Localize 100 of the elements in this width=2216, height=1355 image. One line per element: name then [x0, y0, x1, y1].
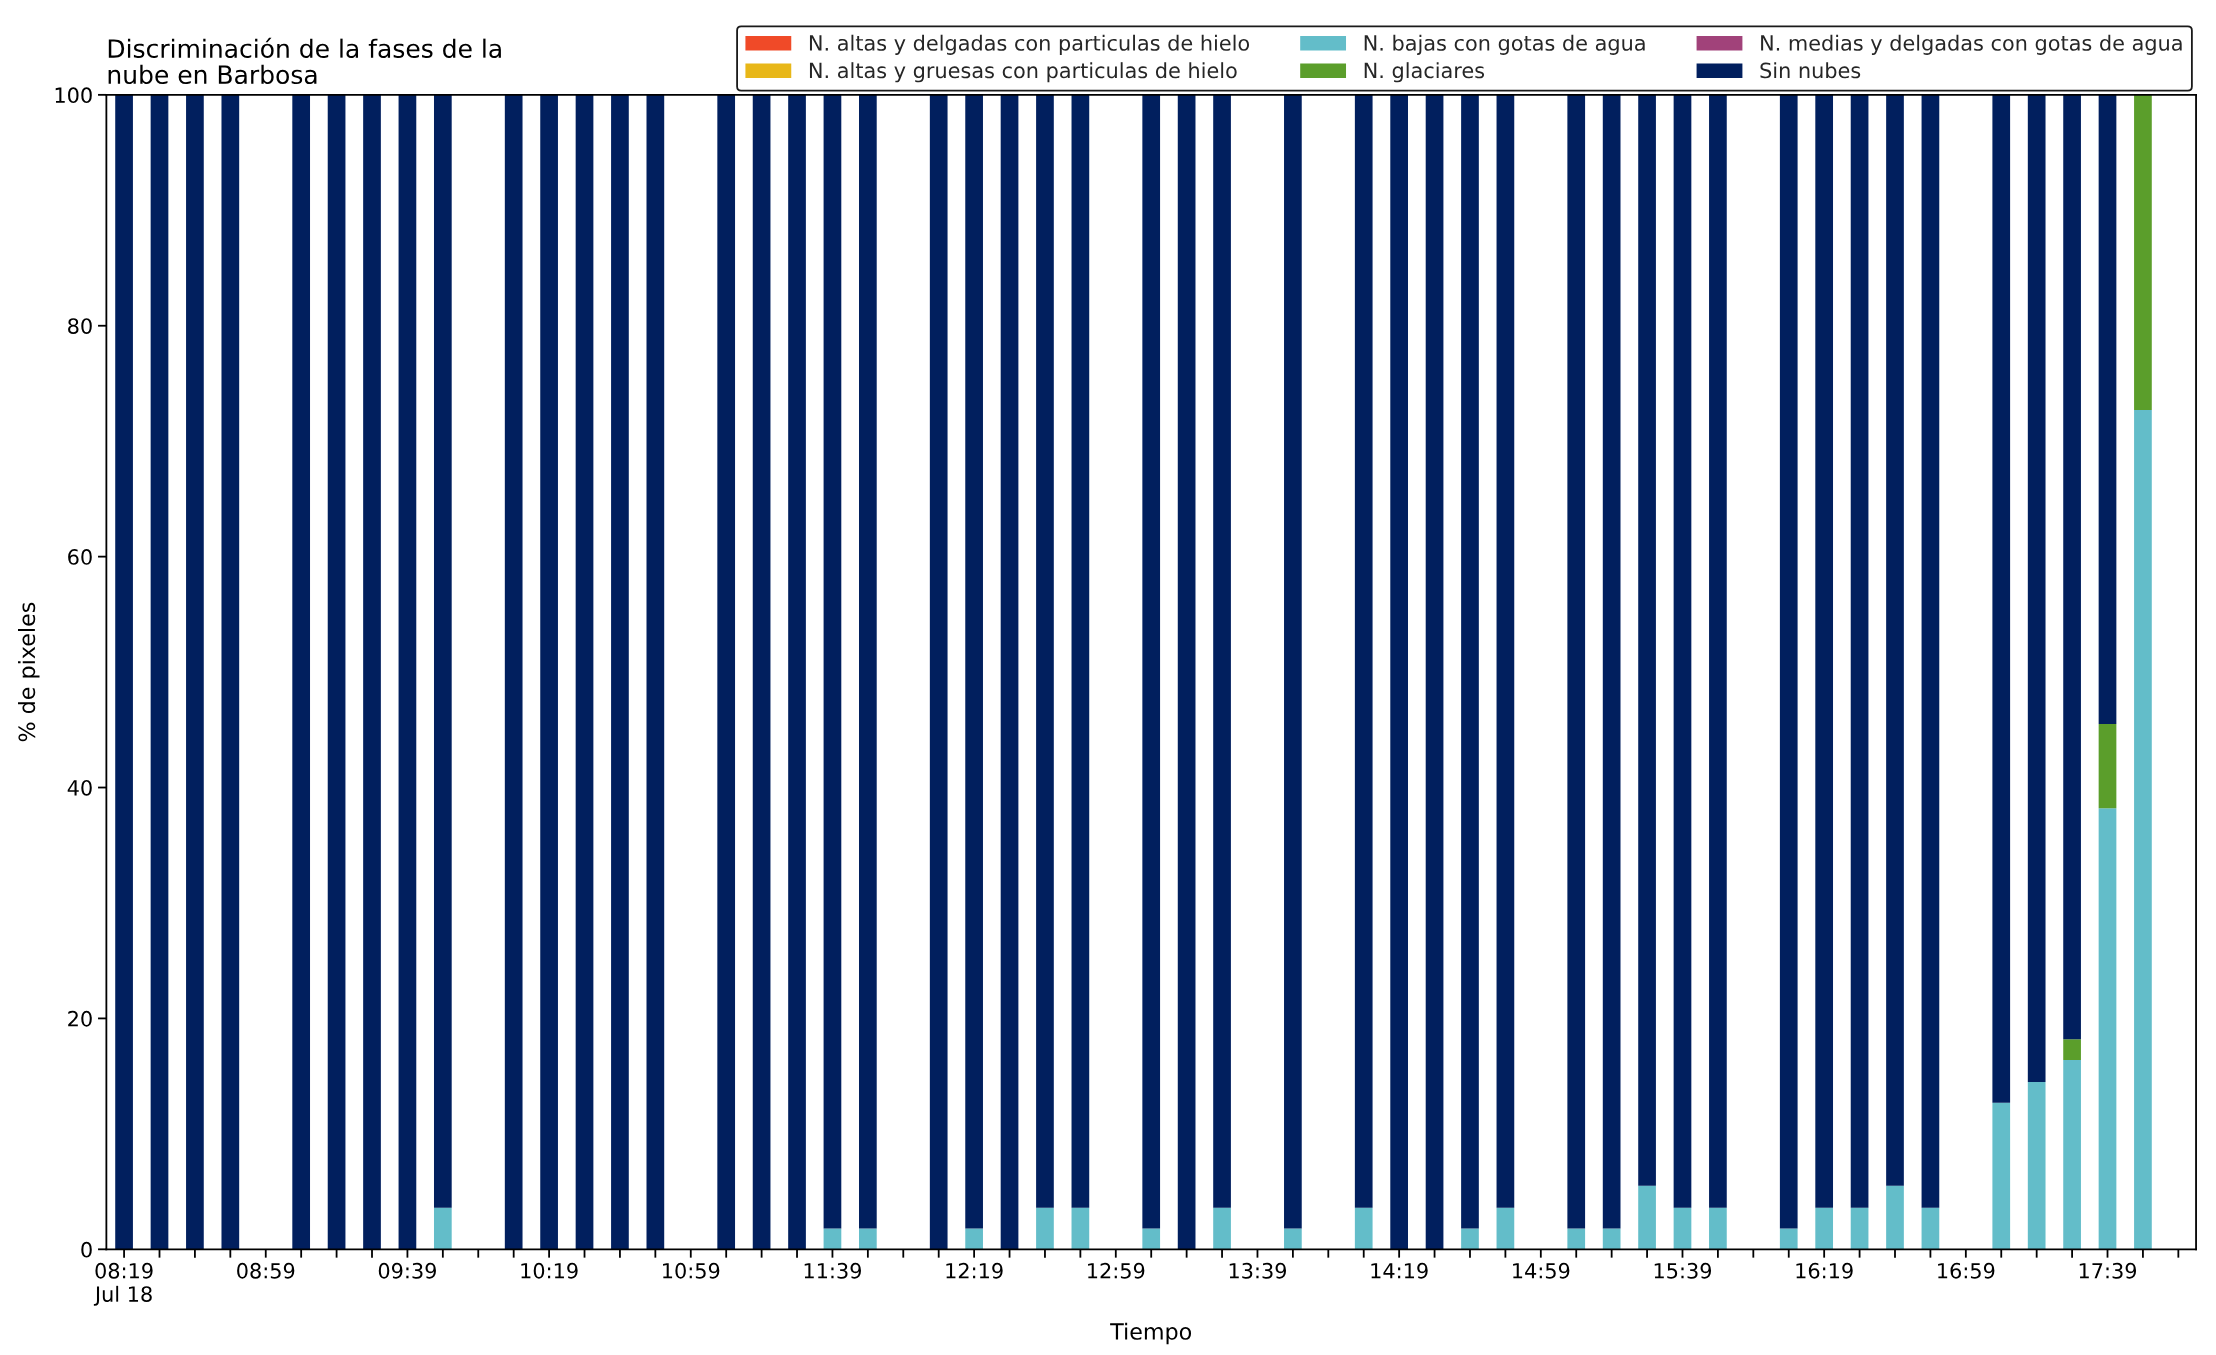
bar — [1850, 94, 1869, 1208]
x-tick-label: 08:19 Jul 18 — [93, 1262, 153, 1306]
y-axis-title: % de pixeles — [18, 602, 40, 742]
bar — [433, 94, 452, 1208]
bar — [965, 94, 983, 1229]
bar — [1886, 1185, 1904, 1250]
bar — [575, 94, 594, 1250]
legend-label: N. glaciares — [1364, 62, 1485, 83]
bar — [2134, 94, 2152, 411]
bar — [1709, 1207, 1727, 1250]
bar — [327, 94, 346, 1250]
bar — [2098, 724, 2117, 809]
chart-title: Discriminación de la fases de la nube en Barbosa — [108, 37, 501, 85]
y-tick-label: 20 — [68, 1010, 92, 1027]
bar — [292, 94, 311, 1250]
bar — [965, 1228, 983, 1250]
bar — [2063, 1039, 2081, 1060]
x-tick-label: 12:19 — [946, 1262, 1003, 1279]
bar — [1638, 94, 1656, 1186]
bar — [1142, 94, 1161, 1229]
bar — [540, 94, 558, 1250]
bar — [186, 94, 204, 1250]
bar — [1142, 1228, 1161, 1250]
bar — [1177, 94, 1196, 1250]
bar — [1354, 1207, 1373, 1250]
bar — [221, 94, 240, 1250]
bar — [1779, 94, 1798, 1229]
x-tick-label: 10:59 — [663, 1262, 720, 1279]
bar — [1284, 1228, 1302, 1250]
bar — [1036, 94, 1054, 1208]
bar — [115, 94, 133, 1250]
bar — [1815, 1207, 1834, 1250]
legend-label: N. altas y delgadas con particulas de hielo — [809, 34, 1250, 55]
bar — [1567, 94, 1586, 1229]
x-tick-label: 14:19 — [1371, 1262, 1428, 1279]
bar — [150, 94, 169, 1250]
bar — [1886, 94, 1904, 1186]
bar — [504, 94, 523, 1250]
bar — [2134, 410, 2152, 1250]
bar — [859, 94, 877, 1229]
bar — [1815, 94, 1834, 1208]
legend-label: N. medias y delgadas con gotas de agua — [1761, 34, 2182, 55]
y-tick-label: 40 — [67, 779, 92, 796]
x-tick-label: 16:59 — [1938, 1262, 1995, 1279]
bar — [823, 94, 842, 1229]
bar — [1709, 94, 1727, 1208]
x-tick-label: 16:19 — [1796, 1262, 1853, 1279]
legend-label: N. altas y gruesas con particulas de hielo — [809, 62, 1237, 83]
x-tick-label: 14:59 — [1513, 1262, 1570, 1279]
bar — [1602, 94, 1621, 1229]
bar — [1496, 1207, 1515, 1250]
bar — [1461, 1228, 1479, 1250]
bar — [1496, 94, 1515, 1208]
x-axis-title: Tiempo — [1110, 1322, 1192, 1345]
bar — [1602, 1228, 1621, 1250]
legend-label: N. bajas con gotas de agua — [1364, 34, 1645, 55]
bar — [1673, 94, 1692, 1208]
bar — [2027, 94, 2046, 1082]
bar — [1921, 1207, 1940, 1250]
bar — [1673, 1207, 1692, 1250]
bar — [1992, 1102, 2011, 1250]
bar — [1071, 1207, 1090, 1250]
bar — [646, 94, 665, 1250]
bar — [2098, 808, 2117, 1250]
bar — [1992, 94, 2011, 1103]
bar — [1071, 94, 1090, 1208]
bar — [398, 94, 417, 1250]
x-tick-label: 17:39 — [2079, 1262, 2137, 1279]
bar — [1850, 1207, 1869, 1250]
bar — [717, 94, 736, 1250]
bar — [752, 94, 771, 1250]
bar — [1213, 94, 1231, 1208]
bar — [2063, 94, 2081, 1040]
bar — [1567, 1228, 1586, 1250]
y-tick-label: 80 — [68, 318, 92, 334]
bar — [1921, 94, 1940, 1208]
legend-label: Sin nubes — [1760, 62, 1861, 79]
x-tick-label: 15:39 — [1654, 1262, 1712, 1279]
bar — [2063, 1059, 2081, 1250]
y-tick-label: 100 — [55, 87, 92, 104]
x-tick-label: 10:19 — [521, 1262, 578, 1279]
bar — [1461, 94, 1479, 1229]
bar — [1000, 94, 1019, 1250]
y-tick-label: 60 — [68, 549, 92, 565]
bar — [1638, 1185, 1656, 1250]
bar — [1354, 94, 1373, 1208]
bar — [433, 1207, 452, 1250]
bar — [363, 94, 381, 1250]
bar — [1213, 1207, 1231, 1250]
x-tick-label: 13:39 — [1229, 1262, 1287, 1279]
bar — [1779, 1228, 1798, 1250]
bar — [1425, 94, 1444, 1250]
bar — [929, 94, 948, 1250]
x-tick-label: 11:39 — [804, 1262, 861, 1279]
bar — [1284, 94, 1302, 1229]
x-tick-label: 12:59 — [1088, 1262, 1145, 1279]
bar — [859, 1228, 877, 1250]
bar — [1036, 1207, 1054, 1250]
bar — [1390, 94, 1408, 1250]
bar — [2098, 94, 2117, 725]
